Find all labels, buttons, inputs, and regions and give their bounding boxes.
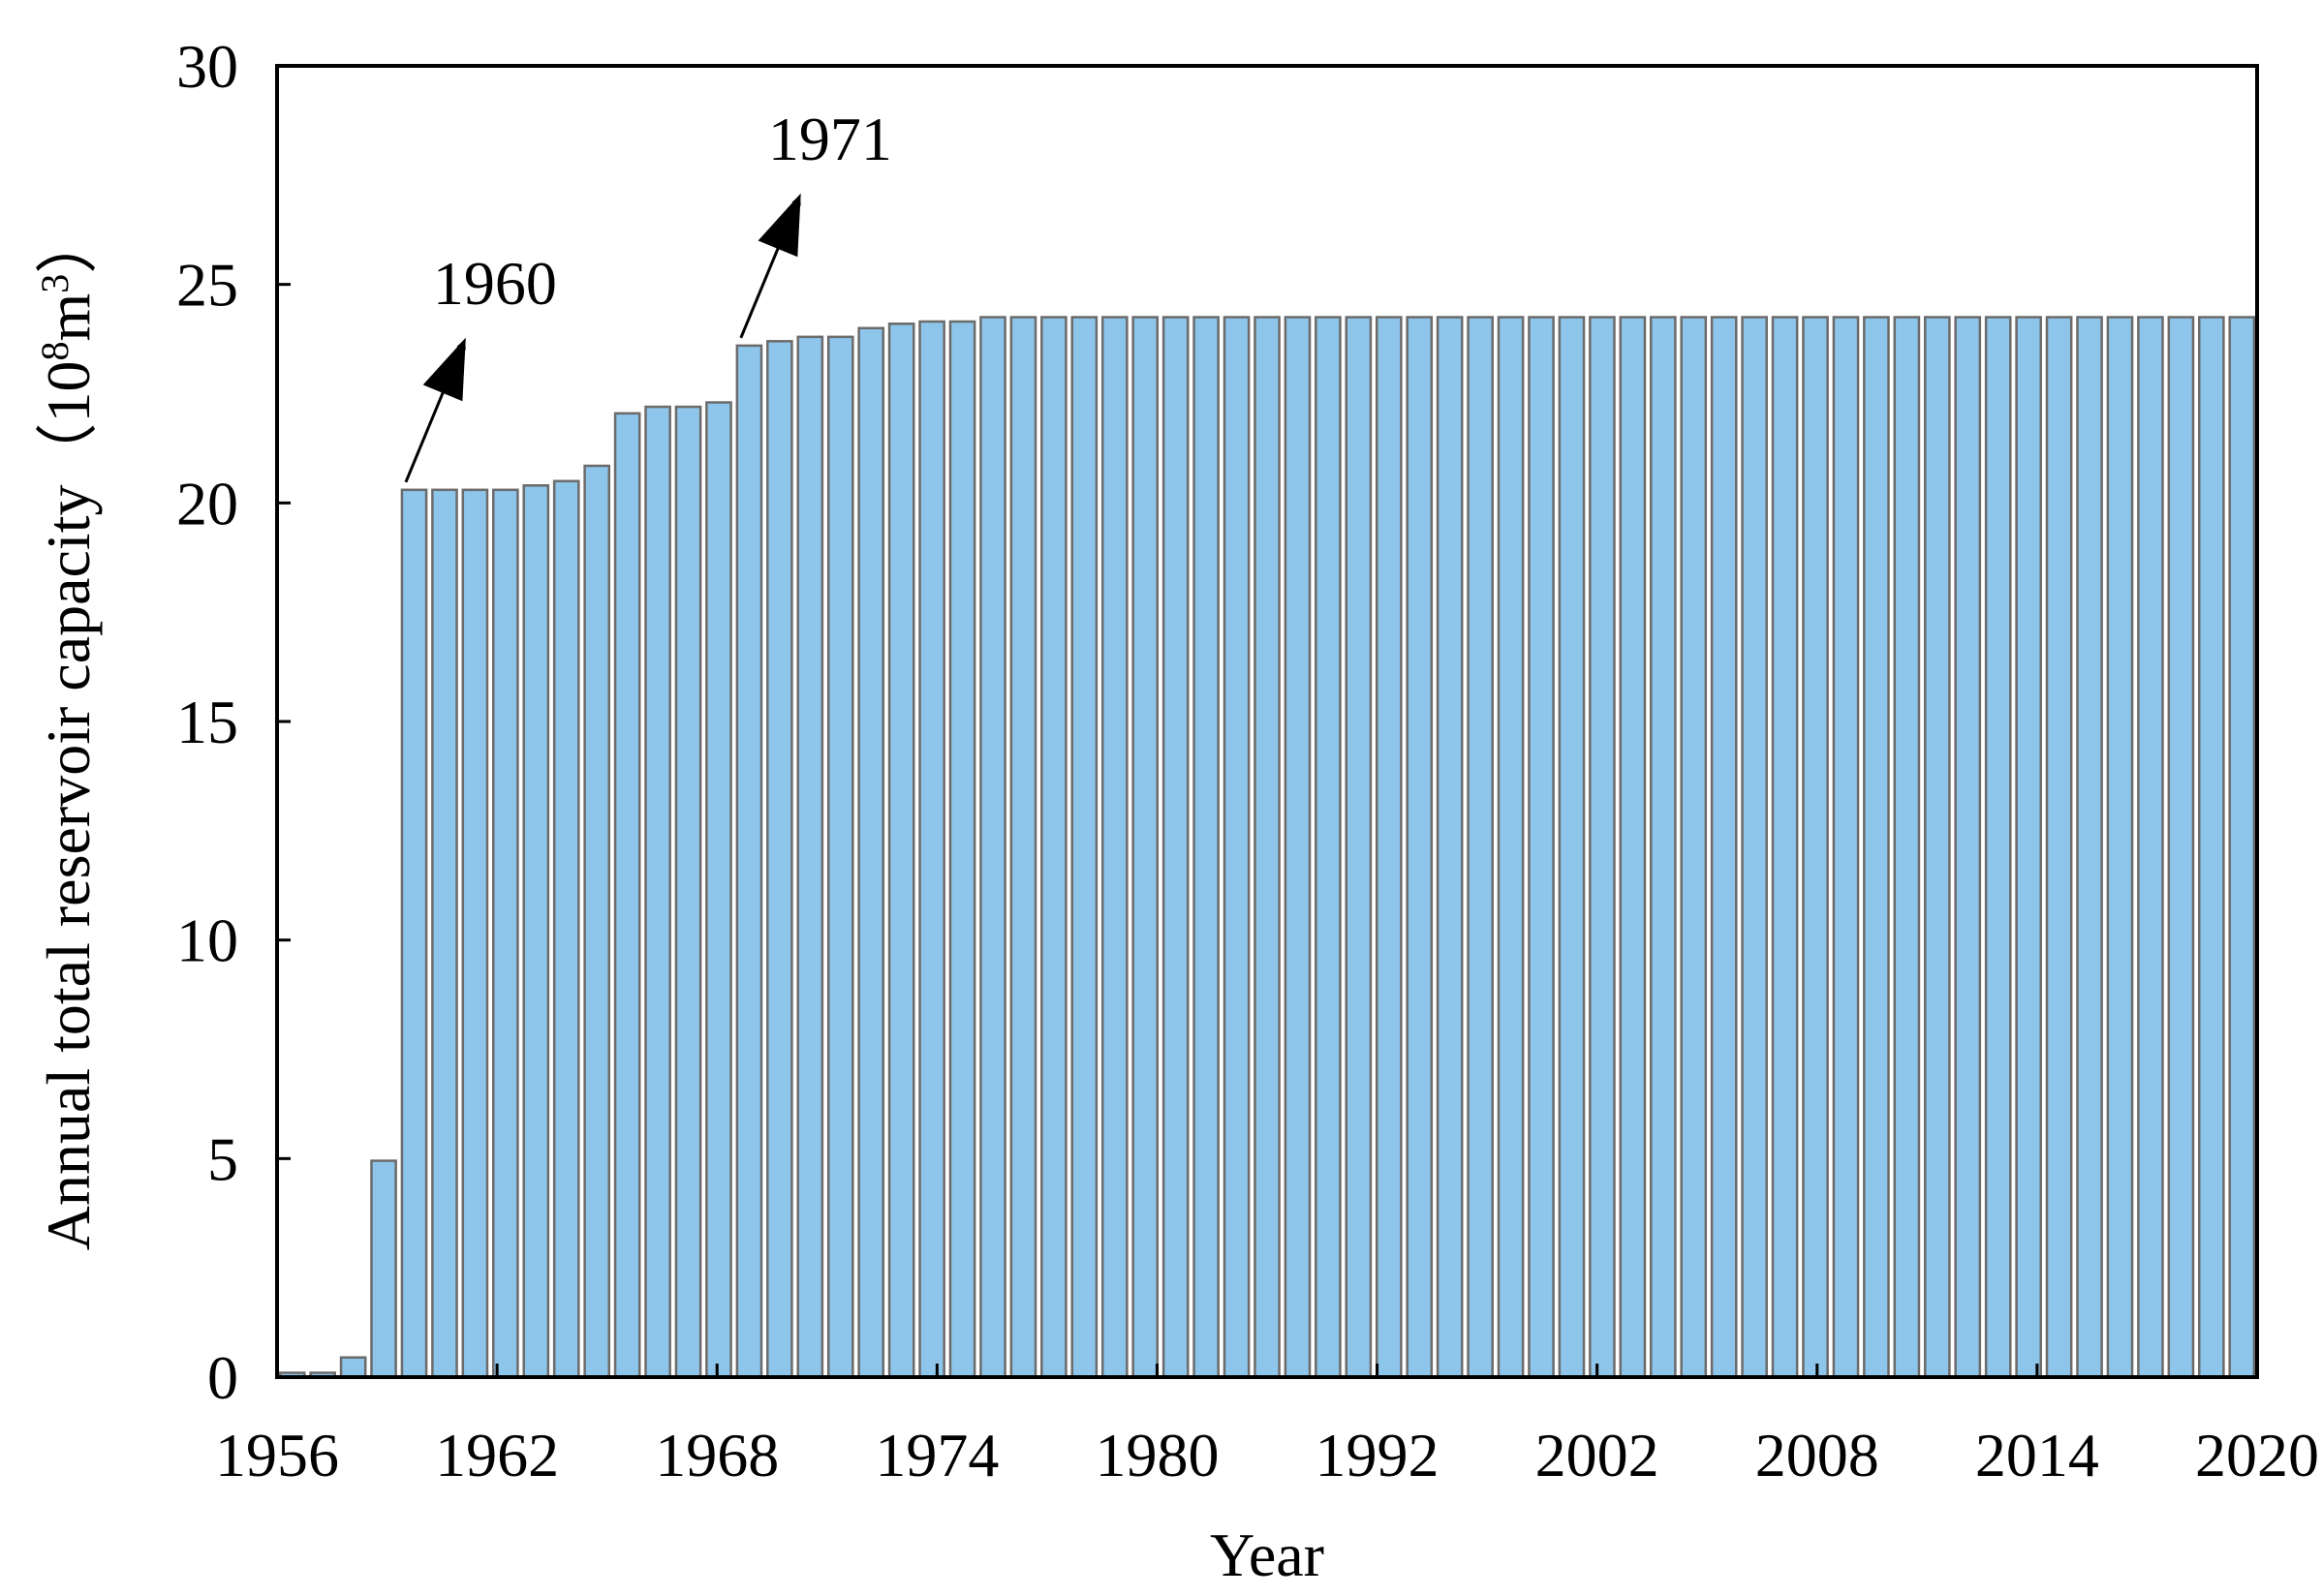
bar-1970 [705, 401, 732, 1379]
y-tick-label: 25 [176, 251, 238, 320]
bar-1989 [1284, 316, 1312, 1379]
bar-2001 [1649, 316, 1677, 1379]
bar-1980 [1009, 316, 1037, 1379]
bar-1960 [400, 488, 428, 1379]
bar-1977 [918, 320, 945, 1379]
bar-2014 [2045, 316, 2073, 1379]
y-axis-unit-exp1: 8 [33, 342, 77, 361]
bar-1999 [1589, 316, 1616, 1379]
y-ticks-group: 0 5 10 15 20 25 30 [176, 32, 291, 1412]
bar-2006 [1802, 316, 1829, 1379]
bar-1966 [583, 464, 611, 1379]
bar-2005 [1771, 316, 1799, 1379]
bar-1978 [948, 320, 976, 1379]
bar-2008 [1863, 316, 1890, 1379]
x-tick-label: 1956 [215, 1421, 339, 1489]
bar-1962 [461, 488, 489, 1379]
annotation-label-1971: 1971 [768, 105, 892, 173]
x-tick-label: 2002 [1535, 1421, 1659, 1489]
bar-2019 [2198, 316, 2225, 1379]
y-axis-title: Annual total reservoir capacity（108m3） [33, 212, 104, 1251]
bar-1976 [887, 322, 915, 1379]
bar-2007 [1832, 316, 1860, 1379]
x-tick-label: 1980 [1095, 1421, 1219, 1489]
bar-1994 [1436, 316, 1464, 1379]
x-tick-label: 1962 [435, 1421, 559, 1489]
y-tick-label: 10 [176, 906, 238, 975]
bar-1988 [1254, 316, 1281, 1379]
y-tick-label: 0 [207, 1343, 238, 1412]
x-tick-label: 2014 [1975, 1421, 2099, 1489]
bar-1986 [1192, 316, 1220, 1379]
bar-1959 [370, 1159, 397, 1379]
bars-group [278, 316, 2256, 1379]
bar-1993 [1406, 316, 1434, 1379]
bar-2013 [2015, 316, 2042, 1379]
x-tick-label: 1992 [1316, 1421, 1440, 1489]
bar-2010 [1923, 316, 1951, 1379]
bar-2011 [1954, 316, 1982, 1379]
bar-1991 [1345, 316, 1373, 1379]
bar-1985 [1161, 316, 1190, 1379]
y-axis-title-text: Annual total reservoir capacity [34, 485, 103, 1251]
annotations-group: 1960 1971 [404, 105, 892, 483]
bar-2015 [2076, 316, 2103, 1379]
y-tick-label: 30 [176, 32, 238, 101]
y-axis-unit-mid: m [34, 293, 103, 342]
y-axis-unit-end: ） [34, 212, 103, 274]
bar-1973 [796, 335, 824, 1379]
bar-1969 [674, 405, 702, 1379]
y-tick-label: 20 [176, 469, 238, 537]
bar-1971 [735, 344, 763, 1379]
x-ticks-group: 1956 1962 1968 1974 1980 1992 2002 2008 2014 2020 [215, 1364, 2319, 1489]
x-tick-label: 2008 [1755, 1421, 1879, 1489]
bar-1996 [1497, 316, 1525, 1379]
bar-2003 [1710, 316, 1738, 1379]
bar-1965 [552, 479, 580, 1379]
bar-1998 [1558, 316, 1586, 1379]
x-tick-label: 1968 [655, 1421, 779, 1489]
bar-2004 [1741, 316, 1768, 1379]
bar-1972 [766, 340, 793, 1379]
bar-1975 [857, 326, 885, 1379]
bar-2020 [2228, 316, 2256, 1379]
bar-1984 [1131, 316, 1160, 1379]
bar-1992 [1375, 316, 1403, 1379]
x-axis-title: Year [1210, 1520, 1324, 1589]
bar-1979 [979, 316, 1006, 1379]
y-axis-unit-exp2: 3 [33, 274, 77, 293]
y-tick-label: 5 [207, 1124, 238, 1193]
bar-1990 [1315, 316, 1342, 1379]
bar-1961 [431, 488, 458, 1379]
bar-1974 [826, 335, 854, 1379]
bar-1995 [1467, 316, 1494, 1379]
bar-1963 [492, 488, 519, 1379]
annotation-arrowhead-1971 [758, 193, 801, 258]
bar-2009 [1893, 316, 1921, 1379]
bar-2018 [2167, 316, 2195, 1379]
bar-1982 [1070, 316, 1099, 1379]
annotation-arrowhead-1960 [422, 337, 466, 402]
x-tick-label: 1974 [875, 1421, 999, 1489]
bar-1958 [339, 1356, 367, 1379]
bar-1967 [613, 412, 641, 1379]
bar-1983 [1100, 316, 1129, 1379]
y-tick-label: 15 [176, 688, 238, 756]
bar-2000 [1619, 316, 1647, 1379]
x-tick-label: 2020 [2195, 1421, 2319, 1489]
y-axis-unit-base: （10 [34, 361, 103, 485]
bar-1964 [522, 484, 550, 1379]
bar-2012 [1984, 316, 2012, 1379]
bar-1997 [1528, 316, 1555, 1379]
bar-2016 [2106, 316, 2134, 1379]
bar-2017 [2137, 316, 2164, 1379]
bar-1968 [644, 405, 671, 1379]
annotation-label-1960: 1960 [433, 249, 557, 318]
bar-1981 [1040, 316, 1068, 1379]
bar-2002 [1680, 316, 1708, 1379]
plot-frame [275, 64, 2259, 1379]
bar-1987 [1223, 316, 1251, 1379]
